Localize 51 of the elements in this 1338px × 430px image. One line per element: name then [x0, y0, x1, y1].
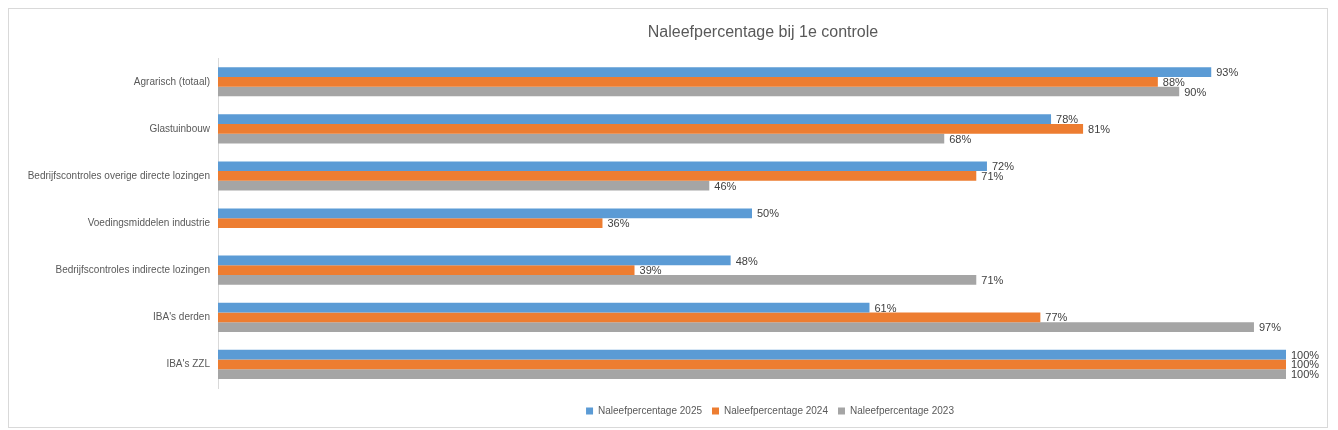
bar	[218, 124, 1084, 134]
data-label: 100%	[1291, 348, 1320, 361]
chart-title: Naleefpercentage bij 1e controle	[647, 23, 879, 41]
data-label: 48%	[735, 254, 758, 267]
bar	[218, 171, 977, 181]
bar	[218, 349, 1286, 360]
y-tick-label: Glastuinbouw	[149, 122, 211, 134]
bar	[218, 359, 1286, 370]
bar	[218, 161, 987, 172]
bar	[218, 218, 603, 228]
data-label: 100%	[1291, 368, 1320, 381]
data-label: 50%	[757, 207, 780, 220]
data-label: 78%	[1056, 113, 1079, 126]
data-label: 46%	[714, 179, 737, 192]
y-tick-label: Bedrijfscontroles indirecte lozingen	[55, 263, 210, 275]
data-label: 100%	[1291, 358, 1320, 371]
bar	[218, 76, 1158, 87]
data-label: 97%	[1258, 321, 1282, 334]
bar	[218, 114, 1052, 124]
bar	[218, 86, 1180, 97]
data-label: 72%	[991, 160, 1015, 173]
bar	[218, 255, 731, 266]
data-label: 71%	[981, 273, 1004, 286]
legend-label: Naleefpercentage 2023	[849, 404, 955, 416]
data-label: 88%	[1162, 75, 1186, 88]
y-tick-label: Agrarisch (totaal)	[133, 75, 210, 87]
data-label: 90%	[1184, 85, 1207, 98]
data-label: 39%	[639, 264, 662, 277]
data-label: 93%	[1216, 66, 1239, 79]
y-tick-label: Voedingsmiddelen industrie	[87, 216, 211, 228]
legend-label: Naleefpercentage 2024	[724, 404, 829, 416]
y-tick-label: IBA's derden	[153, 311, 210, 323]
legend-label: Naleefpercentage 2025	[598, 404, 703, 416]
bar	[218, 180, 710, 191]
bar	[218, 265, 635, 276]
bar	[218, 133, 945, 144]
bar	[218, 302, 870, 313]
data-label: 71%	[981, 170, 1004, 183]
bar	[218, 208, 752, 219]
data-label: 61%	[874, 301, 897, 314]
data-label: 81%	[1088, 122, 1111, 135]
data-label: 77%	[1045, 311, 1068, 324]
y-tick-label: Bedrijfscontroles overige directe lozingen	[27, 169, 210, 181]
bar	[218, 67, 1212, 77]
bar	[218, 275, 977, 285]
bar	[218, 312, 1041, 323]
data-label: 36%	[607, 217, 630, 230]
bar	[218, 322, 1254, 332]
bar	[218, 369, 1286, 380]
y-tick-label: IBA's ZZL	[166, 358, 211, 370]
data-label: 68%	[949, 132, 972, 145]
